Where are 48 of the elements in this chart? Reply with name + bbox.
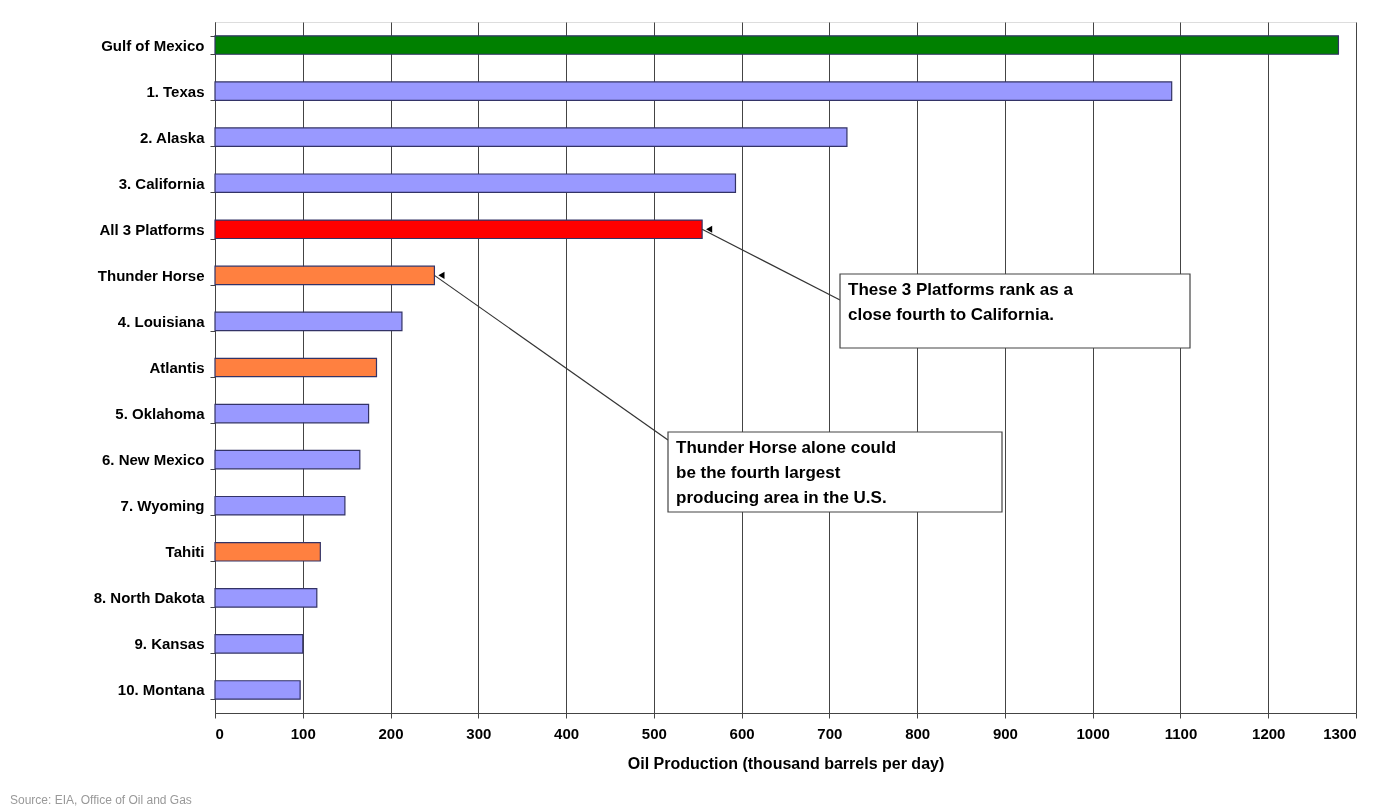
x-tick-label: 200 (378, 724, 404, 742)
bar (214, 311, 403, 332)
x-tick-label: 500 (641, 724, 667, 742)
x-tick-label: 1000 (1076, 724, 1110, 742)
bar (214, 495, 346, 516)
bar (214, 173, 737, 194)
x-tick-label: 700 (817, 724, 843, 742)
y-tick-label: 5. Oklahoma (115, 405, 206, 423)
y-tick-label: 1. Texas (146, 82, 205, 100)
x-tick-label: 800 (905, 724, 931, 742)
x-tick-label: 1200 (1252, 724, 1286, 742)
y-tick-label: 9. Kansas (134, 635, 205, 653)
y-tick-label: 3. California (118, 174, 206, 192)
bar (214, 81, 1173, 101)
y-tick-label: Atlantis (149, 359, 205, 376)
source-note: Source: EIA, Office of Oil and Gas (10, 793, 192, 807)
y-tick-label: 4. Louisiana (117, 312, 206, 330)
bar (214, 634, 304, 654)
bar (214, 127, 848, 147)
y-tick-label: Tahiti (165, 543, 205, 561)
bar (214, 219, 703, 240)
bar (214, 680, 301, 700)
bar (214, 265, 436, 286)
x-tick-label: 600 (729, 724, 755, 742)
x-tick-label: 100 (290, 724, 316, 742)
annotation: These 3 Platforms rank as a close fourth to California. (848, 280, 1074, 324)
bar (214, 357, 378, 378)
x-axis-title: Oil Production (thousand barrels per day) (627, 754, 945, 772)
x-tick-label: 1100 (1164, 724, 1198, 742)
x-tick-label: 1300 (1323, 724, 1357, 742)
bar (214, 588, 318, 608)
y-tick-label: All 3 Platforms (99, 220, 205, 238)
y-tick-label: 6. New Mexico (101, 451, 205, 469)
bar (214, 449, 361, 470)
x-tick-label: 0 (215, 724, 224, 742)
y-tick-label: 2. Alaska (140, 128, 206, 146)
y-tick-label: 8. North Dakota (93, 589, 206, 607)
bar (214, 541, 321, 562)
y-tick-label: 10. Montana (117, 681, 206, 699)
bar (214, 35, 1340, 55)
x-tick-label: 300 (466, 724, 492, 742)
annotation: Thunder Horse alone could be the fourth largest producing area in the U.S. (676, 438, 897, 507)
x-tick-label: 900 (992, 724, 1018, 742)
y-tick-label: 7. Wyoming (120, 497, 205, 515)
y-tick-label: Thunder Horse (97, 266, 205, 284)
y-tick-label: Gulf of Mexico (101, 36, 205, 54)
bar (214, 403, 370, 424)
x-tick-label: 400 (554, 724, 580, 742)
